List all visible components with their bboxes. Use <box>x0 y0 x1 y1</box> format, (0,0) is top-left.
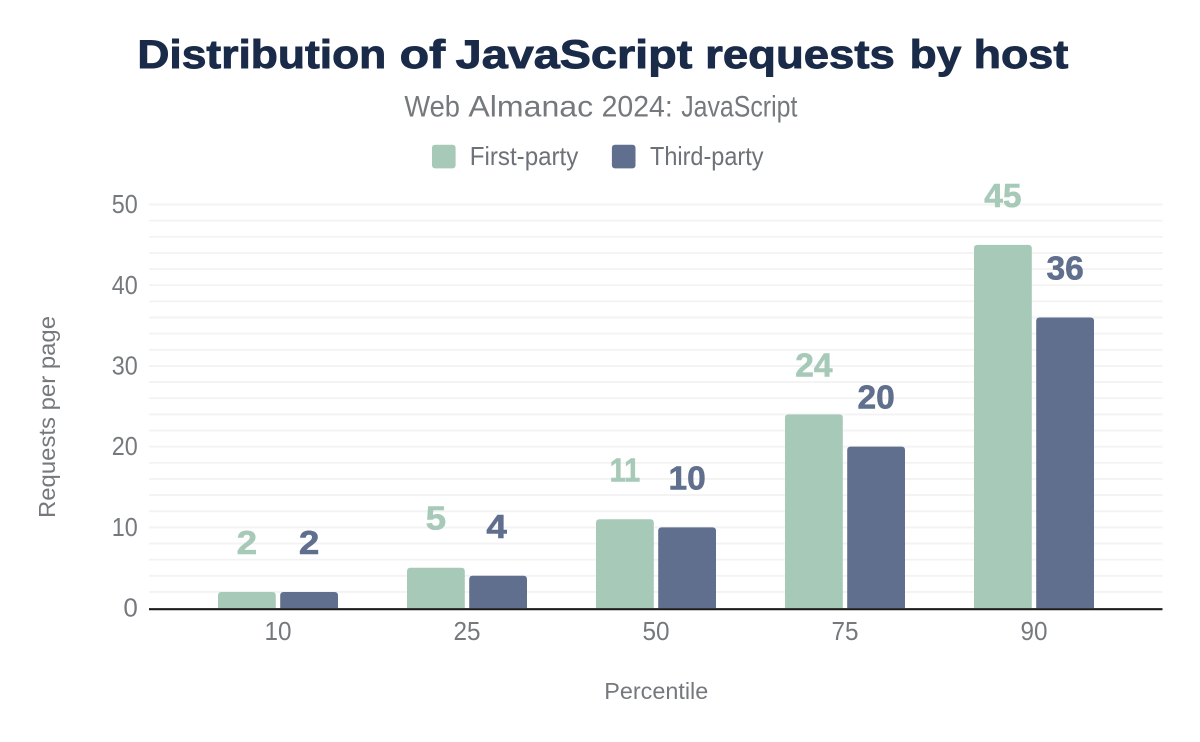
svg-text:Almanac: Almanac <box>468 91 593 124</box>
svg-text:20: 20 <box>857 380 894 417</box>
svg-text:Requests per page: Requests per page <box>34 316 60 518</box>
svg-text:75: 75 <box>832 616 859 646</box>
svg-text:Third-party: Third-party <box>650 141 764 171</box>
svg-text:JavaScript: JavaScript <box>456 33 693 77</box>
svg-text:20: 20 <box>112 431 138 461</box>
svg-text:Distribution: Distribution <box>137 33 386 77</box>
svg-text:50: 50 <box>643 616 670 646</box>
svg-text:50: 50 <box>112 189 138 219</box>
svg-text:30: 30 <box>112 351 138 381</box>
svg-text:by: by <box>910 33 962 77</box>
svg-text:JavaScript: JavaScript <box>681 91 798 124</box>
svg-text:10: 10 <box>265 616 292 646</box>
svg-text:host: host <box>974 33 1069 77</box>
svg-text:2: 2 <box>237 525 258 562</box>
svg-text:10: 10 <box>668 460 705 497</box>
svg-text:Web: Web <box>404 91 460 124</box>
svg-text:40: 40 <box>112 270 138 300</box>
svg-text:2024:: 2024: <box>602 91 673 124</box>
svg-text:45: 45 <box>984 178 1021 215</box>
svg-text:0: 0 <box>123 593 137 623</box>
svg-text:24: 24 <box>795 347 833 384</box>
svg-text:Percentile: Percentile <box>604 678 708 704</box>
svg-text:2: 2 <box>299 525 320 562</box>
svg-text:36: 36 <box>1046 251 1083 288</box>
svg-text:of: of <box>400 33 446 77</box>
svg-text:10: 10 <box>112 512 138 542</box>
svg-text:25: 25 <box>454 616 481 646</box>
svg-text:5: 5 <box>426 501 447 538</box>
svg-text:requests: requests <box>705 33 895 77</box>
svg-text:90: 90 <box>1021 616 1048 646</box>
svg-text:First-party: First-party <box>470 141 579 171</box>
svg-text:11: 11 <box>610 452 641 489</box>
svg-text:4: 4 <box>486 509 507 546</box>
